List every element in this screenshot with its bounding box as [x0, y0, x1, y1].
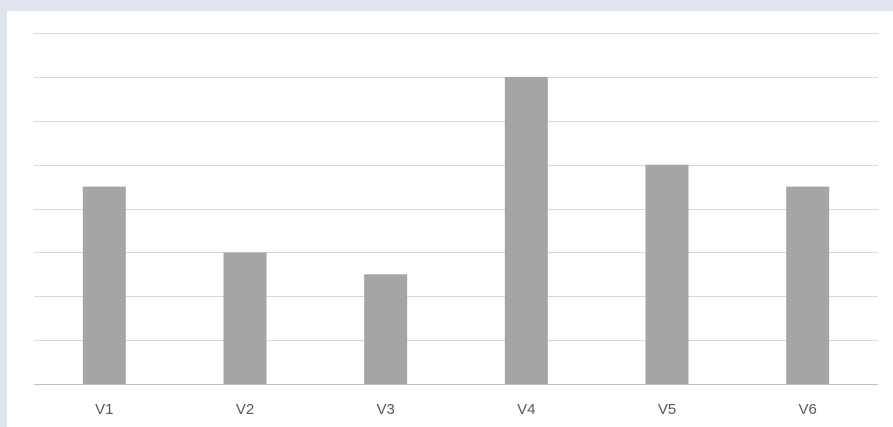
- bar-v5: [645, 164, 689, 384]
- chart-area: [7, 11, 893, 427]
- x-tick-label-v1: V1: [95, 401, 113, 418]
- gridlines: [34, 33, 878, 341]
- bar-v3: [364, 274, 408, 384]
- x-tick-label-v6: V6: [798, 401, 816, 418]
- bar-v2: [223, 252, 267, 384]
- bar-v1: [82, 186, 126, 384]
- x-tick-label-v4: V4: [517, 401, 535, 418]
- bar-v6: [786, 186, 830, 384]
- x-tick-label-v2: V2: [236, 401, 254, 418]
- bar-v4: [504, 76, 548, 384]
- x-tick-labels: V1 V2 V3 V4 V5 V6: [95, 401, 817, 418]
- x-tick-label-v3: V3: [376, 401, 394, 418]
- x-tick-label-v5: V5: [658, 401, 676, 418]
- bars: [82, 76, 830, 384]
